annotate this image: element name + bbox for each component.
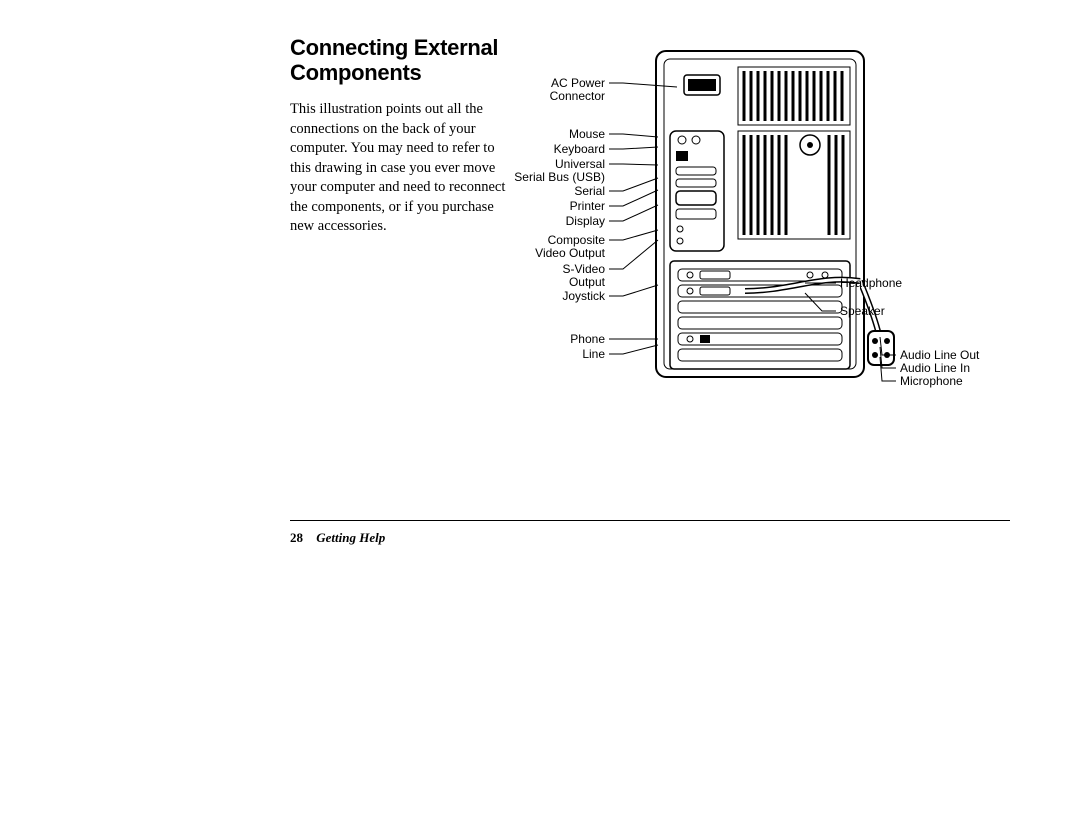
port-label: Speaker (840, 305, 885, 318)
section-title: Getting Help (316, 530, 385, 545)
port-label: Phone (570, 333, 605, 346)
port-label: Mouse (569, 128, 605, 141)
port-label: Printer (570, 200, 605, 213)
diagram: AC PowerConnectorMouseKeyboardUniversalS… (530, 45, 1000, 405)
page-heading: Connecting External Components (290, 35, 500, 86)
port-label: Keyboard (554, 143, 605, 156)
footer: 28 Getting Help (290, 530, 385, 546)
port-label: Joystick (562, 290, 605, 303)
port-label: Headphone (840, 277, 902, 290)
port-label: Microphone (900, 375, 963, 388)
page-number: 28 (290, 530, 303, 545)
port-label: Serial (574, 185, 605, 198)
page: Connecting External Components This illu… (0, 0, 1080, 834)
port-label: Display (566, 215, 605, 228)
port-label: CompositeVideo Output (535, 234, 605, 260)
port-label: UniversalSerial Bus (USB) (514, 158, 605, 184)
tower-illustration (650, 45, 870, 385)
port-label: Line (582, 348, 605, 361)
body-text: This illustration points out all the con… (290, 100, 510, 237)
footer-rule (290, 520, 1010, 521)
port-label: S-VideoOutput (563, 263, 605, 289)
port-label: AC PowerConnector (550, 77, 605, 103)
